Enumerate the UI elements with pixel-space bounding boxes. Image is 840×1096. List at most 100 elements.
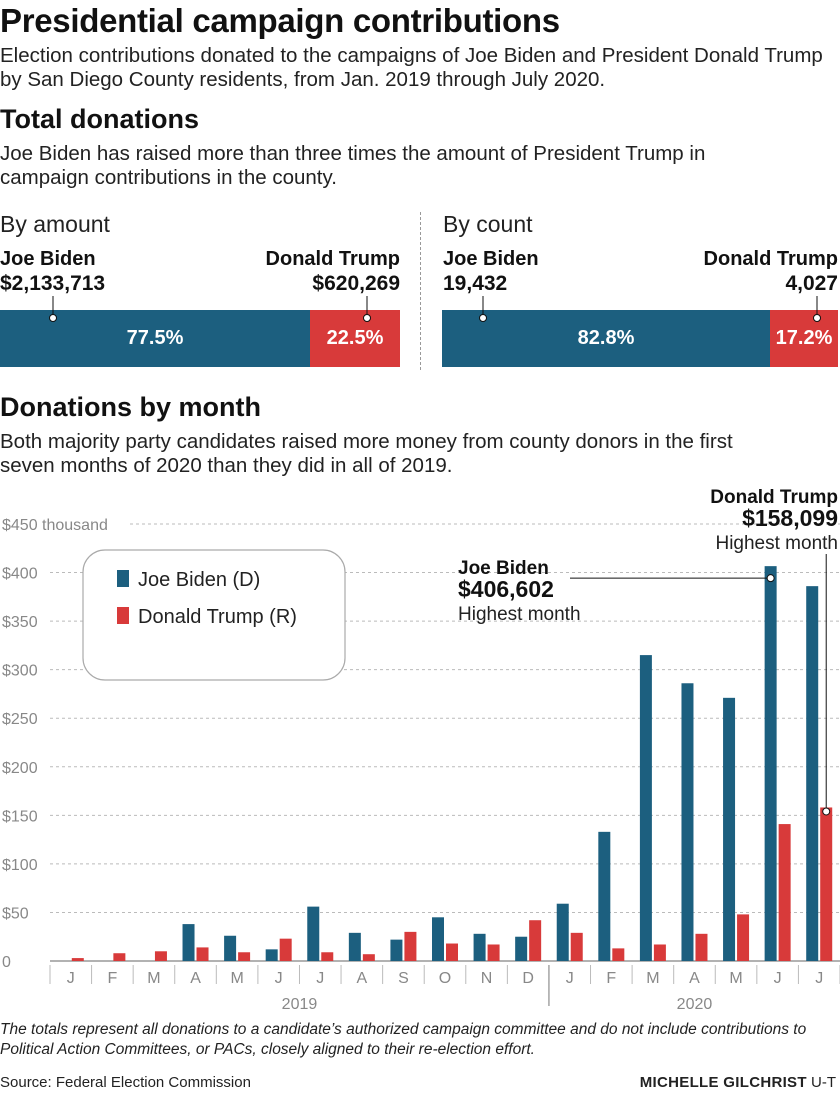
bar-biden — [432, 917, 444, 961]
chart-bars — [71, 566, 833, 961]
by-amount-trump-segment: 22.5% — [310, 310, 400, 367]
by-count-biden-pct: 82.8% — [577, 327, 635, 349]
total-donations-heading: Total donations — [0, 104, 199, 134]
legend-trump-label: Donald Trump (R) — [138, 606, 297, 628]
chart-y-tick-labels: 0 $50 $100 $150 $200 $250 $300 $350 $400 $450 tho… — [2, 517, 108, 971]
y-tick-label: $100 — [2, 857, 38, 874]
by-amount-trump-value: $620,269 — [312, 272, 400, 295]
credit-name: MICHELLE GILCHRIST — [639, 1074, 807, 1091]
annotation-biden-name: Joe Biden — [458, 558, 549, 579]
bar-biden — [265, 949, 278, 961]
bar-biden — [182, 924, 195, 961]
bar-trump — [529, 920, 542, 961]
biden-annotation: Joe Biden $406,602 Highest month — [458, 558, 775, 625]
chart-x-axis: J F M A M J J A S O N D J F M A M J J 2019 2020 — [49, 965, 840, 1010]
trump-annotation: Donald Trump $158,099 Highest month — [710, 487, 838, 816]
by-amount-trump-name: Donald Trump — [265, 248, 400, 270]
legend-trump-swatch — [117, 607, 129, 624]
bar-trump — [196, 947, 209, 961]
bar-biden — [598, 831, 611, 961]
by-amount-biden-name: Joe Biden — [0, 248, 96, 270]
credit-line: MICHELLE GILCHRIST U-T — [640, 1074, 836, 1091]
bar-biden — [806, 586, 819, 961]
by-amount-biden-pct: 77.5% — [126, 327, 184, 349]
y-tick-label: $350 — [2, 614, 38, 631]
by-amount-bar: 77.5% 22.5% — [0, 310, 400, 367]
y-tick-label: $450 thousand — [2, 517, 108, 534]
bar-trump — [778, 824, 791, 961]
x-tick-label: J — [316, 970, 324, 987]
by-amount-biden-value: $2,133,713 — [0, 272, 106, 295]
x-tick-label: A — [689, 970, 700, 987]
x-tick-label: A — [190, 970, 201, 987]
x-tick-label: M — [147, 970, 160, 987]
bar-trump — [71, 958, 84, 961]
bar-biden — [764, 566, 777, 961]
bar-biden — [723, 697, 736, 961]
x-tick-label: M — [729, 970, 742, 987]
by-count-trump-marker — [813, 314, 821, 322]
bar-trump — [113, 953, 126, 961]
x-year-label: 2019 — [282, 996, 318, 1010]
page-subtitle: Election contributions donated to the ca… — [0, 44, 823, 91]
bar-biden — [515, 936, 528, 961]
monthly-chart: 0 $50 $100 $150 $200 $250 $300 $350 $400 $450 tho… — [2, 487, 840, 1010]
x-tick-label: S — [398, 970, 409, 987]
monthly-heading: Donations by month — [0, 392, 261, 422]
bar-trump — [362, 954, 375, 961]
x-tick-label: F — [606, 970, 616, 987]
by-count-trump-name: Donald Trump — [703, 248, 838, 270]
by-count-bar: 82.8% 17.2% — [442, 310, 838, 367]
bar-trump — [653, 944, 666, 961]
legend-biden-label: Joe Biden (D) — [138, 569, 260, 591]
bar-trump — [238, 952, 251, 961]
by-count-leaders — [479, 296, 821, 322]
y-tick-label: $200 — [2, 760, 38, 777]
annotation-trump-marker — [822, 807, 831, 816]
bar-trump — [612, 948, 625, 961]
bar-biden — [639, 655, 652, 961]
annotation-biden-note: Highest month — [458, 604, 581, 625]
annotation-trump-name: Donald Trump — [710, 487, 838, 508]
bar-biden — [390, 939, 403, 961]
x-year-label: 2020 — [677, 996, 713, 1010]
bar-biden — [307, 906, 320, 961]
x-tick-label: J — [566, 970, 574, 987]
credit-org: U-T — [811, 1074, 836, 1091]
chart-gridlines — [50, 523, 840, 962]
bar-trump — [737, 914, 750, 961]
bar-trump — [279, 938, 292, 961]
source-line: Source: Federal Election Commission — [0, 1074, 251, 1091]
x-tick-label: J — [815, 970, 823, 987]
annotation-trump-value: $158,099 — [742, 505, 838, 531]
y-tick-label: $250 — [2, 711, 38, 728]
by-count-trump-value: 4,027 — [785, 272, 838, 295]
bar-trump — [446, 943, 458, 961]
x-tick-label: N — [481, 970, 493, 987]
monthly-description: Both majority party candidates raised mo… — [0, 430, 733, 477]
total-donations-description: Joe Biden has raised more than three tim… — [0, 142, 706, 189]
annotation-trump-note: Highest month — [715, 533, 838, 554]
bar-trump — [570, 932, 583, 961]
by-count-trump-pct: 17.2% — [775, 327, 833, 349]
x-tick-label: J — [774, 970, 782, 987]
legend-biden-swatch — [117, 570, 129, 587]
y-tick-label: 0 — [2, 954, 11, 971]
x-tick-label: J — [275, 970, 283, 987]
annotation-biden-marker — [766, 574, 775, 583]
by-count-label: By count — [443, 211, 533, 237]
panel-divider — [420, 212, 421, 370]
by-amount-biden-marker — [49, 314, 57, 322]
by-count-biden-name: Joe Biden — [443, 248, 539, 270]
x-tick-label: O — [439, 970, 451, 987]
legend-box — [82, 549, 346, 681]
annotation-biden-value: $406,602 — [458, 576, 554, 602]
bar-trump — [820, 807, 833, 961]
x-tick-label: A — [357, 970, 368, 987]
bar-biden — [224, 935, 237, 961]
by-count-biden-value: 19,432 — [443, 272, 508, 295]
by-count-biden-marker — [479, 314, 487, 322]
x-tick-label: J — [67, 970, 75, 987]
footnote: The totals represent all donations to a … — [0, 1021, 807, 1058]
x-tick-label: D — [522, 970, 534, 987]
